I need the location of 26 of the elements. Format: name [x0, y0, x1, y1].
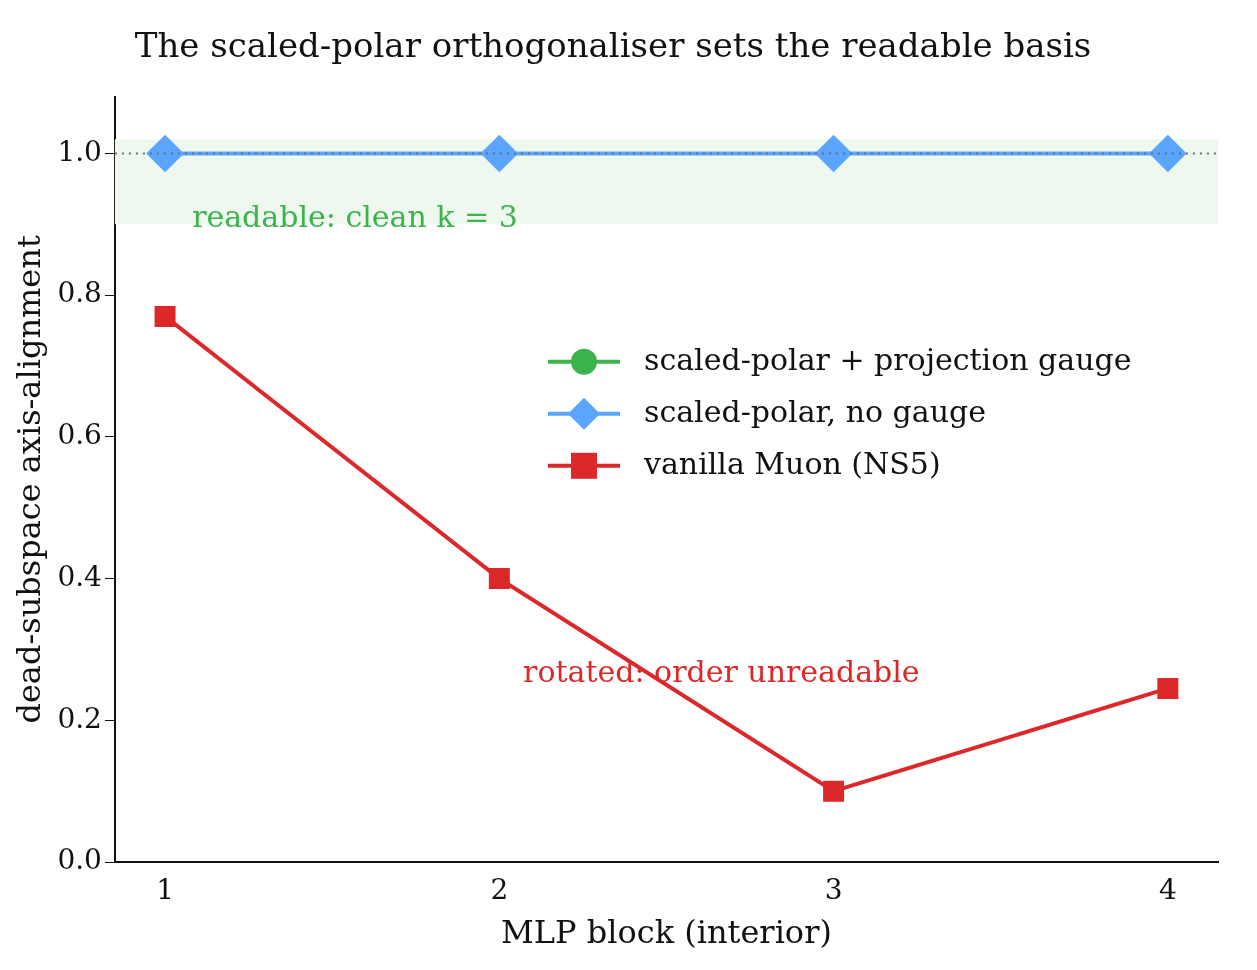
x-tick-label: 3: [824, 873, 843, 907]
legend-label: scaled-polar, no gauge: [644, 393, 986, 429]
y-tick-label: 0.0: [57, 843, 102, 877]
legend-label: scaled-polar + projection gauge: [644, 341, 1132, 377]
y-tick-label: 1.0: [57, 134, 102, 168]
point: [488, 568, 510, 590]
x-tick-label: 2: [490, 873, 509, 907]
point: [1149, 135, 1186, 172]
x-tick-label: 1: [156, 873, 174, 907]
annotation: rotated: order unreadable: [523, 654, 920, 690]
x-tick-label: 4: [1158, 873, 1177, 907]
y-tick-label: 0.4: [57, 559, 102, 593]
point: [1157, 677, 1179, 699]
y-tick-label: 0.8: [57, 276, 102, 310]
point: [823, 780, 845, 802]
legend-label: vanilla Muon (NS5): [643, 445, 941, 481]
y-tick-label: 0.6: [57, 418, 102, 452]
point: [147, 135, 184, 172]
chart-title: The scaled-polar orthogonaliser sets the readable basis: [134, 25, 1092, 66]
point: [481, 135, 518, 172]
point: [815, 135, 852, 172]
x-axis-title: MLP block (interior): [501, 913, 832, 952]
annotation: readable: clean k = 3: [192, 199, 518, 235]
y-axis-title: dead-subspace axis-alignment: [9, 235, 48, 724]
y-tick-label: 0.2: [57, 701, 102, 735]
point: [154, 305, 176, 327]
